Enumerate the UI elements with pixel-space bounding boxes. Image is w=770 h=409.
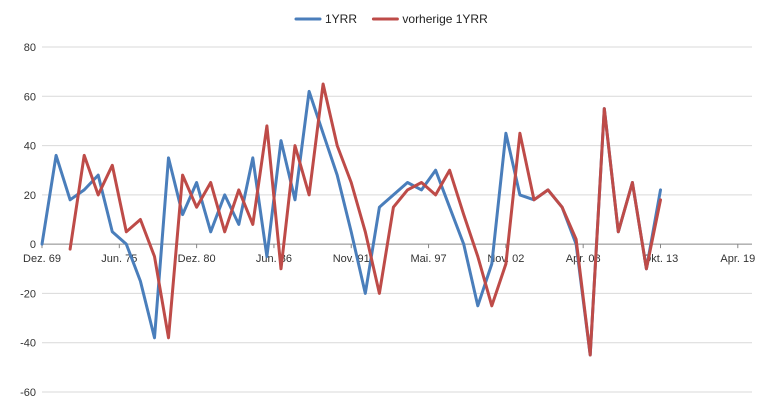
x-tick-label: Nov. 91 — [333, 253, 370, 265]
x-tick-label: Apr. 19 — [720, 253, 755, 265]
y-tick-label: -20 — [20, 288, 36, 300]
x-tick-label: Apr. 08 — [566, 253, 601, 265]
gridlines — [42, 46, 752, 393]
legend-label: 1YRR — [325, 12, 357, 26]
series-lines — [40, 82, 662, 357]
y-tick-label: -60 — [20, 387, 36, 399]
y-tick-label: 60 — [24, 91, 36, 103]
x-tick-label: Dez. 80 — [178, 253, 216, 265]
x-tick-label: Dez. 69 — [23, 253, 61, 265]
x-tick-label: Okt. 13 — [643, 253, 678, 265]
y-tick-label: -40 — [20, 338, 36, 350]
legend-label: vorherige 1YRR — [402, 12, 488, 26]
y-tick-label: 0 — [30, 239, 36, 251]
x-tick-label: Jun. 86 — [256, 253, 292, 265]
x-tick-label: Jun. 75 — [101, 253, 137, 265]
y-axis-tick-labels: -60 -40 -20 0 20 40 60 80 — [20, 42, 36, 399]
y-tick-label: 40 — [24, 141, 36, 153]
y-tick-label: 20 — [24, 190, 36, 202]
series-line — [68, 82, 662, 357]
legend: 1YRR vorherige 1YRR — [294, 12, 488, 26]
y-tick-label: 80 — [24, 42, 36, 54]
x-tick-label: Mai. 97 — [411, 253, 447, 265]
